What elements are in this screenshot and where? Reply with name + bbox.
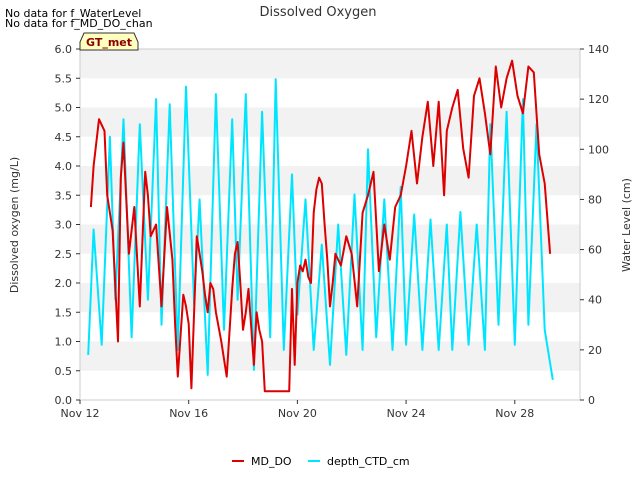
y2-axis-title: Water Level (cm) [620,178,633,272]
y-tick-label: 4.5 [55,131,73,144]
y-axis-left: 0.0 0.5 1.0 1.5 2.0 2.5 3.0 3.5 4.0 4.5 5.0 5.5 6.0 [55,43,80,407]
grid-band [80,49,580,79]
legend-label: depth_CTD_cm [327,455,410,468]
y-tick-label: 1.0 [55,336,73,349]
notice-water-level: No data for f_WaterLevel [5,7,142,20]
y-tick-label: 0.0 [55,394,73,407]
y-tick-label: 5.0 [55,102,73,115]
y2-tick-label: 20 [588,344,602,357]
y-tick-label: 6.0 [55,43,73,56]
y-axis-title: Dissolved oxygen (mg/L) [8,157,21,293]
y-tick-label: 2.0 [55,277,73,290]
plot-background-bands [80,49,580,371]
y2-tick-label: 140 [588,43,609,56]
y-tick-label: 5.5 [55,72,73,85]
y-tick-label: 4.0 [55,160,73,173]
x-tick-label: Nov 16 [169,407,208,420]
series-line-md-do [89,59,552,393]
y-tick-label: 0.5 [55,365,73,378]
notice-md-do-chan: No data for f_MD_DO_chan [5,17,153,30]
y2-tick-label: 40 [588,294,602,307]
x-tick-label: Nov 24 [387,407,426,420]
y2-tick-label: 60 [588,244,602,257]
legend-label: MD_DO [251,455,292,468]
series-layer [87,59,554,393]
grid-band [80,107,580,137]
grid-band [80,166,580,196]
y-tick-label: 3.5 [55,189,73,202]
y2-tick-label: 0 [588,394,595,407]
badge-label: GT_met [86,36,132,49]
y2-tick-label: 120 [588,93,609,106]
badge: GT_met [79,32,139,51]
legend: MD_DO depth_CTD_cm [232,455,410,468]
y-tick-label: 1.5 [55,306,73,319]
x-axis: Nov 12 Nov 16 Nov 20 Nov 24 Nov 28 [61,400,534,420]
chart-title: Dissolved Oxygen [260,5,377,20]
x-tick-label: Nov 20 [278,407,317,420]
x-tick-label: Nov 12 [61,407,100,420]
y2-tick-label: 80 [588,193,602,206]
badge-shape [79,32,139,51]
y2-tick-label: 100 [588,143,609,156]
y-axis-right: 0 20 40 60 80 100 120 140 [580,43,609,407]
y-tick-label: 2.5 [55,248,73,261]
y-tick-label: 3.0 [55,219,73,232]
x-tick-label: Nov 28 [495,407,534,420]
